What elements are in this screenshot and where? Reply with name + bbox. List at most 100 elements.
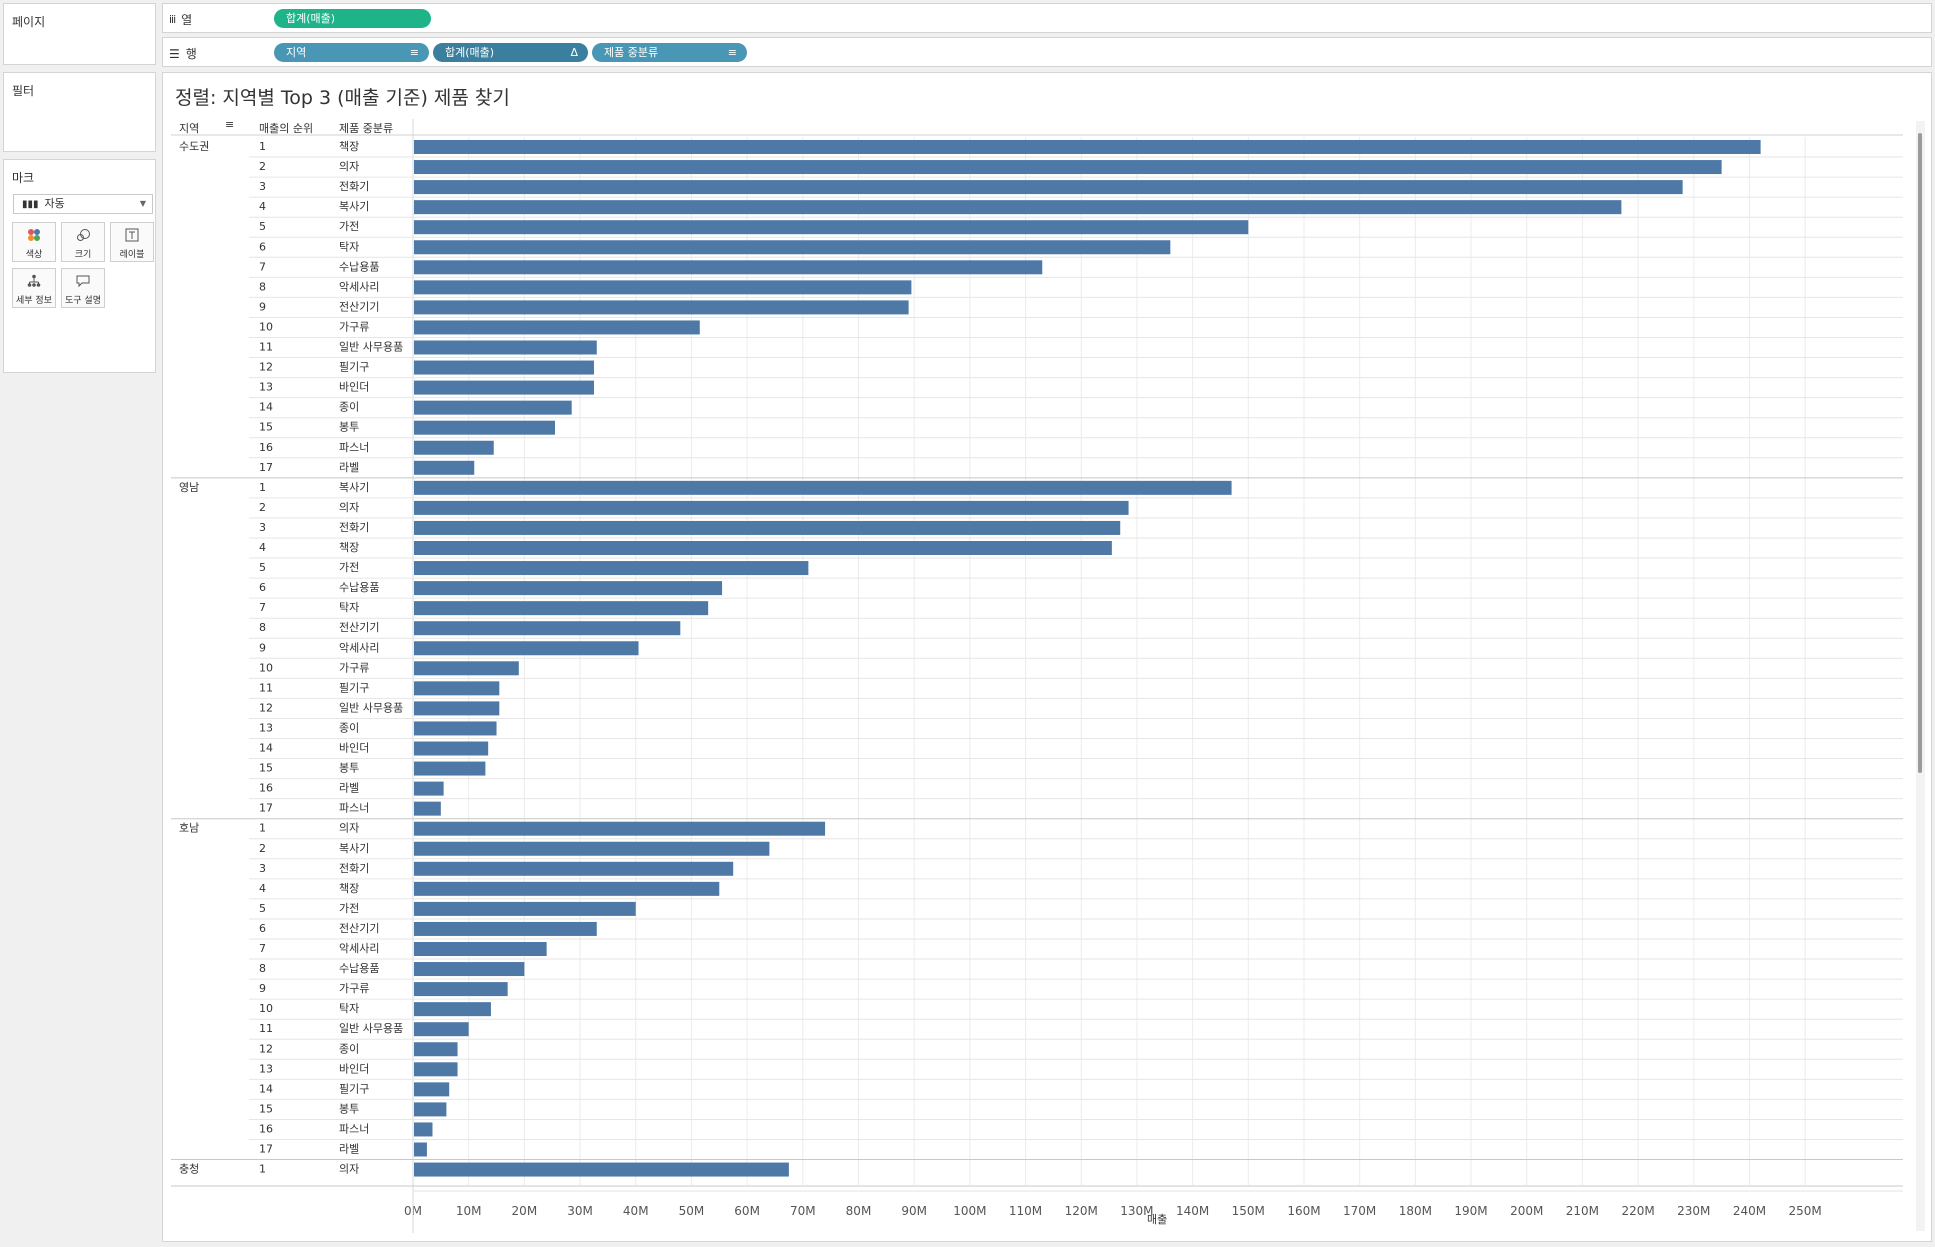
- rank-label: 1: [259, 822, 266, 835]
- rows-pill-sum-sales[interactable]: 합계(매출) Δ: [433, 43, 588, 62]
- bar: [414, 380, 594, 395]
- bar: [414, 1102, 447, 1117]
- subcategory-label: 전화기: [339, 862, 369, 875]
- x-tick-label: 240M: [1733, 1204, 1766, 1218]
- rank-label: 10: [259, 661, 273, 674]
- bar: [414, 440, 494, 455]
- subcategory-label: 필기구: [339, 1082, 369, 1095]
- color-button[interactable]: 색상: [12, 222, 56, 262]
- bar: [414, 1022, 469, 1037]
- bar: [414, 1142, 427, 1157]
- subcategory-label: 책장: [339, 140, 359, 153]
- x-axis-title: 매출: [1147, 1213, 1168, 1226]
- subcategory-label: 가구류: [339, 661, 369, 674]
- bar: [414, 500, 1129, 515]
- bar: [414, 921, 597, 936]
- bar: [414, 962, 525, 977]
- bar: [414, 220, 1249, 235]
- x-tick-label: 110M: [1009, 1204, 1042, 1218]
- label-button[interactable]: 레이블: [110, 222, 154, 262]
- tooltip-button[interactable]: 도구 설명: [61, 268, 105, 308]
- bar: [414, 340, 597, 355]
- rank-label: 16: [259, 441, 273, 454]
- subcategory-label: 바인더: [339, 381, 369, 394]
- x-tick-label: 160M: [1287, 1204, 1320, 1218]
- rows-pill-region[interactable]: 지역 ≡: [274, 43, 429, 62]
- bar: [414, 721, 497, 736]
- bar: [414, 1062, 458, 1077]
- x-tick-label: 230M: [1677, 1204, 1710, 1218]
- subcategory-label: 가구류: [339, 320, 369, 333]
- x-tick-label: 60M: [734, 1204, 760, 1218]
- size-button[interactable]: 크기: [61, 222, 105, 262]
- marks-panel: 마크 ▮▮▮ 자동 ▼ 색상 크기 레이블 세부 정보 도구 설명: [3, 159, 156, 373]
- x-tick-label: 40M: [623, 1204, 649, 1218]
- rank-label: 11: [259, 1022, 273, 1035]
- bar: [414, 1002, 491, 1017]
- bar: [414, 460, 475, 475]
- rows-pill-subcategory[interactable]: 제품 중분류 ≡: [592, 43, 747, 62]
- subcategory-label: 봉투: [339, 421, 359, 434]
- bar: [414, 520, 1121, 535]
- columns-icon: iii: [169, 13, 176, 26]
- columns-pill-sum-sales[interactable]: 합계(매출): [274, 9, 431, 28]
- tooltip-icon: [62, 274, 104, 290]
- rank-label: 12: [259, 1042, 273, 1055]
- rank-label: 4: [259, 882, 266, 895]
- subcategory-label: 전산기기: [339, 922, 379, 935]
- rank-label: 15: [259, 1102, 273, 1115]
- subcategory-column-header[interactable]: 제품 중분류: [339, 122, 394, 135]
- bar: [414, 641, 639, 656]
- x-tick-label: 120M: [1065, 1204, 1098, 1218]
- subcategory-label: 복사기: [339, 200, 369, 213]
- rank-label: 11: [259, 681, 273, 694]
- bar: [414, 801, 441, 816]
- bar: [414, 601, 709, 616]
- subcategory-label: 일반 사무용품: [339, 700, 403, 714]
- subcategory-label: 책장: [339, 541, 359, 554]
- subcategory-label: 라벨: [339, 461, 359, 474]
- bar: [414, 1082, 450, 1097]
- bar: [414, 360, 594, 375]
- subcategory-label: 일반 사무용품: [339, 1021, 403, 1035]
- detail-icon: [13, 274, 55, 290]
- subcategory-label: 책장: [339, 882, 359, 895]
- subcategory-label: 종이: [339, 721, 359, 734]
- rank-label: 9: [259, 300, 266, 313]
- mark-type-dropdown[interactable]: ▮▮▮ 자동 ▼: [13, 194, 153, 214]
- detail-button[interactable]: 세부 정보: [12, 268, 56, 308]
- rank-column-header[interactable]: 매출의 순위: [259, 122, 314, 135]
- bar: [414, 160, 1722, 175]
- subcategory-label: 복사기: [339, 842, 369, 855]
- rank-label: 12: [259, 701, 273, 714]
- bar: [414, 861, 734, 876]
- bar: [414, 561, 809, 576]
- bar: [414, 581, 723, 596]
- rank-label: 5: [259, 902, 266, 915]
- bar: [414, 200, 1622, 215]
- bar: [414, 701, 500, 716]
- pages-title: 페이지: [12, 15, 46, 29]
- region-column-header[interactable]: 지역: [179, 122, 200, 135]
- bar: [414, 1162, 789, 1177]
- rank-label: 8: [259, 962, 266, 975]
- scrollbar-thumb[interactable]: [1918, 133, 1922, 773]
- rank-label: 15: [259, 421, 273, 434]
- x-tick-label: 80M: [846, 1204, 872, 1218]
- rank-label: 4: [259, 200, 266, 213]
- filters-panel[interactable]: 필터: [3, 72, 156, 152]
- rank-label: 9: [259, 982, 266, 995]
- subcategory-label: 탁자: [339, 240, 359, 253]
- bar: [414, 280, 912, 295]
- bar: [414, 681, 500, 696]
- subcategory-label: 파스너: [339, 1122, 369, 1135]
- rank-label: 2: [259, 160, 266, 173]
- rank-label: 17: [259, 802, 273, 815]
- x-tick-label: 170M: [1343, 1204, 1376, 1218]
- bar: [414, 260, 1043, 275]
- bar: [414, 841, 770, 856]
- rank-label: 9: [259, 641, 266, 654]
- sort-icon[interactable]: ≡: [225, 118, 235, 131]
- vertical-scrollbar[interactable]: [1916, 121, 1925, 1231]
- bar: [414, 1042, 458, 1057]
